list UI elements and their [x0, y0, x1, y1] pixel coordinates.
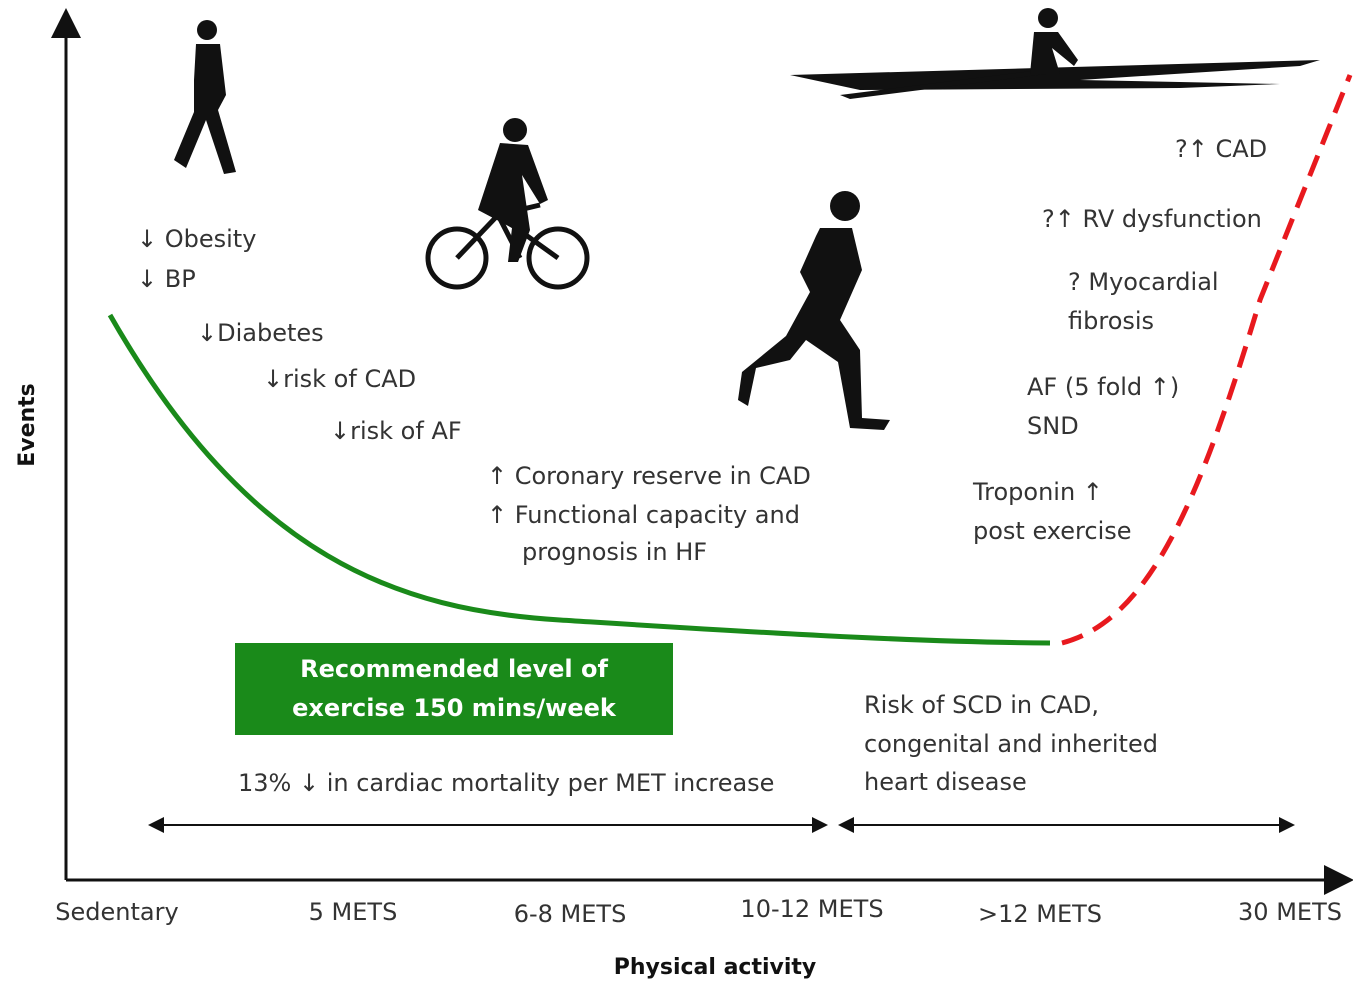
cardiac: ↑ Coronary reserve in CAD ↑ Functional c… [487, 462, 811, 566]
x-axis-label: Physical activity [614, 955, 817, 980]
mortality-text: 13% ↓ in cardiac mortality per MET incre… [238, 769, 774, 797]
benefit-curve [107, 313, 1051, 646]
scd-risk: Risk of SCD in CAD, congenital and inher… [864, 691, 1158, 796]
y-axis-label: Events [15, 383, 40, 467]
cardiac-line: ↑ Coronary reserve in CAD [487, 462, 811, 490]
benefit: ↓Diabetes [197, 319, 324, 347]
recommendation-text: exercise 150 mins/week [292, 694, 617, 722]
cyclist-icon [425, 118, 590, 290]
rower-icon [790, 8, 1320, 99]
cardiac-line: prognosis in HF [522, 538, 707, 566]
scd-line: congenital and inherited [864, 730, 1158, 758]
x-label: Sedentary [55, 898, 178, 926]
risk: post exercise [973, 517, 1132, 545]
benefit: ↓ Obesity [137, 225, 256, 253]
x-label: 10-12 METS [740, 895, 883, 923]
benefits: ↓ Obesity ↓ BP ↓Diabetes ↓risk of CAD ↓r… [137, 225, 462, 445]
risk: ?↑ CAD [1175, 135, 1267, 163]
cardiac-line: ↑ Functional capacity and [487, 501, 800, 529]
benefit: ↓risk of AF [330, 417, 462, 445]
walker-icon [174, 20, 236, 174]
x-label: 30 METS [1238, 898, 1342, 926]
risk: ?↑ RV dysfunction [1042, 205, 1262, 233]
benefit: ↓ BP [137, 265, 196, 293]
scd-line: Risk of SCD in CAD, [864, 691, 1099, 719]
risk: Troponin ↑ [972, 478, 1103, 506]
risk: fibrosis [1068, 307, 1154, 335]
runner-icon [738, 191, 890, 430]
risk: AF (5 fold ↑) [1027, 373, 1179, 401]
benefit: ↓risk of CAD [263, 365, 416, 393]
x-label: 5 METS [309, 898, 398, 926]
x-label: >12 METS [978, 900, 1102, 928]
recommendation-text: Recommended level of [300, 655, 608, 683]
x-labels: Sedentary 5 METS 6-8 METS 10-12 METS >12… [55, 895, 1342, 928]
recommendation-box [235, 643, 673, 735]
risk: SND [1027, 412, 1079, 440]
x-label: 6-8 METS [514, 900, 627, 928]
risk: ? Myocardial [1068, 268, 1219, 296]
scd-line: heart disease [864, 768, 1027, 796]
risk-curve [1061, 74, 1353, 646]
risks: ?↑ CAD ?↑ RV dysfunction ? Myocardial fi… [972, 135, 1267, 545]
